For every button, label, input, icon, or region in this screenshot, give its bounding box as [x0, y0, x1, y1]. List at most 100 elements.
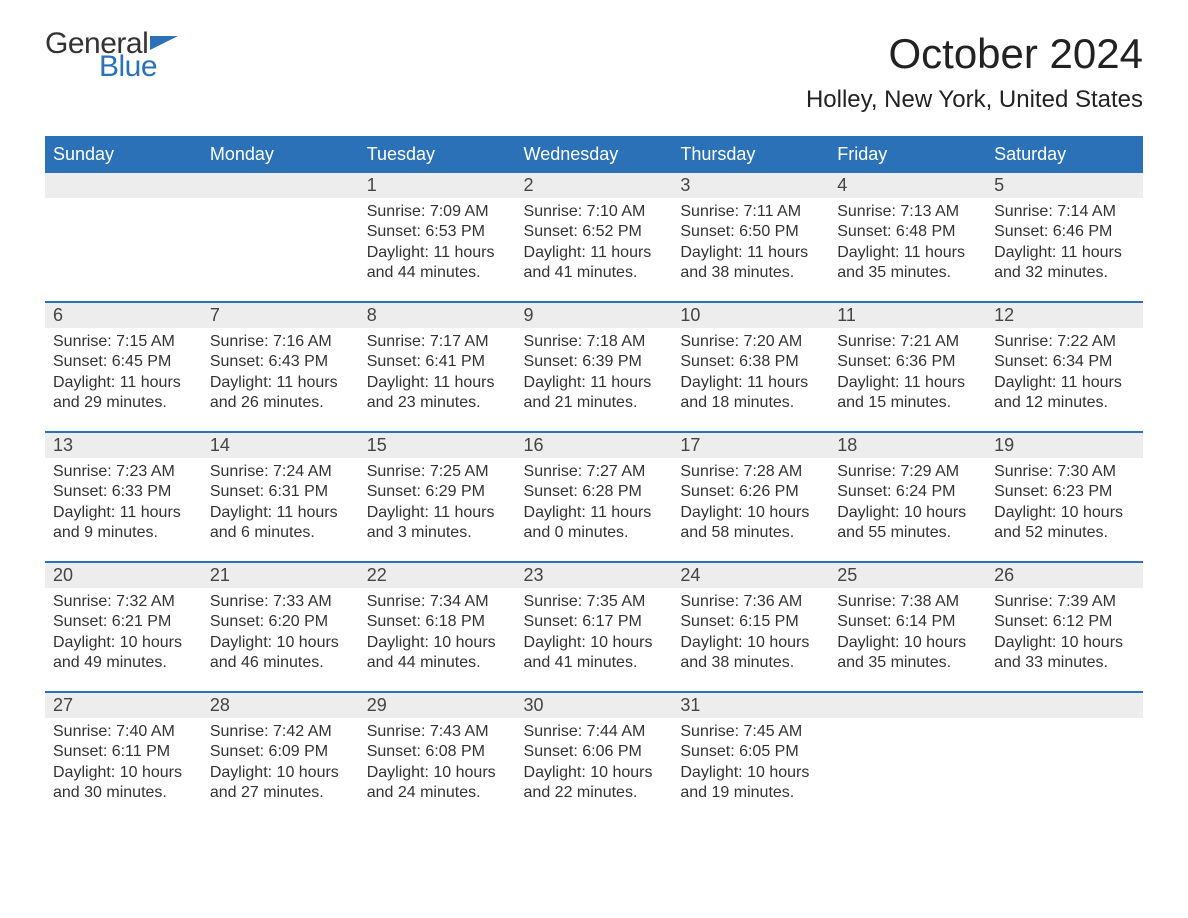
day-body-cell: Sunrise: 7:32 AMSunset: 6:21 PMDaylight:… [45, 588, 202, 692]
day-number-cell: 28 [202, 692, 359, 718]
sunset-line: Sunset: 6:11 PM [53, 742, 194, 762]
day-number-row: 2728293031 [45, 692, 1143, 718]
day-body-row: Sunrise: 7:09 AMSunset: 6:53 PMDaylight:… [45, 198, 1143, 302]
sunset-line: Sunset: 6:21 PM [53, 612, 194, 632]
sunset-line: Sunset: 6:46 PM [994, 222, 1135, 242]
daylight-line: Daylight: 10 hours and 35 minutes. [837, 633, 978, 674]
day-number-cell: 15 [359, 432, 516, 458]
sunrise-line: Sunrise: 7:39 AM [994, 592, 1135, 612]
day-number-cell: 20 [45, 562, 202, 588]
daylight-line: Daylight: 10 hours and 49 minutes. [53, 633, 194, 674]
sunrise-line: Sunrise: 7:33 AM [210, 592, 351, 612]
sunset-line: Sunset: 6:28 PM [524, 482, 665, 502]
daylight-line: Daylight: 10 hours and 58 minutes. [680, 503, 821, 544]
sunrise-line: Sunrise: 7:16 AM [210, 332, 351, 352]
sunrise-line: Sunrise: 7:20 AM [680, 332, 821, 352]
day-number-cell: 16 [516, 432, 673, 458]
sunrise-line: Sunrise: 7:29 AM [837, 462, 978, 482]
sunset-line: Sunset: 6:15 PM [680, 612, 821, 632]
sunrise-line: Sunrise: 7:15 AM [53, 332, 194, 352]
daylight-line: Daylight: 10 hours and 22 minutes. [524, 763, 665, 804]
sunset-line: Sunset: 6:38 PM [680, 352, 821, 372]
day-number-cell: 19 [986, 432, 1143, 458]
day-number-row: 13141516171819 [45, 432, 1143, 458]
day-number-cell: 1 [359, 172, 516, 198]
day-number-cell: 21 [202, 562, 359, 588]
day-body-cell: Sunrise: 7:22 AMSunset: 6:34 PMDaylight:… [986, 328, 1143, 432]
sunrise-line: Sunrise: 7:45 AM [680, 722, 821, 742]
sunset-line: Sunset: 6:17 PM [524, 612, 665, 632]
daylight-line: Daylight: 10 hours and 52 minutes. [994, 503, 1135, 544]
sunrise-line: Sunrise: 7:42 AM [210, 722, 351, 742]
day-body-cell [829, 718, 986, 822]
day-number-cell: 10 [672, 302, 829, 328]
day-number-row: 20212223242526 [45, 562, 1143, 588]
day-number-cell: 30 [516, 692, 673, 718]
day-body-cell: Sunrise: 7:44 AMSunset: 6:06 PMDaylight:… [516, 718, 673, 822]
day-number-cell: 18 [829, 432, 986, 458]
sunset-line: Sunset: 6:26 PM [680, 482, 821, 502]
sunset-line: Sunset: 6:12 PM [994, 612, 1135, 632]
day-body-cell: Sunrise: 7:13 AMSunset: 6:48 PMDaylight:… [829, 198, 986, 302]
sunrise-line: Sunrise: 7:38 AM [837, 592, 978, 612]
day-number-cell: 5 [986, 172, 1143, 198]
sunrise-line: Sunrise: 7:44 AM [524, 722, 665, 742]
sunrise-line: Sunrise: 7:34 AM [367, 592, 508, 612]
day-body-cell: Sunrise: 7:14 AMSunset: 6:46 PMDaylight:… [986, 198, 1143, 302]
day-body-cell: Sunrise: 7:40 AMSunset: 6:11 PMDaylight:… [45, 718, 202, 822]
daylight-line: Daylight: 10 hours and 41 minutes. [524, 633, 665, 674]
day-body-cell: Sunrise: 7:25 AMSunset: 6:29 PMDaylight:… [359, 458, 516, 562]
daylight-line: Daylight: 11 hours and 12 minutes. [994, 373, 1135, 414]
daylight-line: Daylight: 11 hours and 23 minutes. [367, 373, 508, 414]
daylight-line: Daylight: 11 hours and 38 minutes. [680, 243, 821, 284]
sunrise-line: Sunrise: 7:22 AM [994, 332, 1135, 352]
daylight-line: Daylight: 11 hours and 21 minutes. [524, 373, 665, 414]
day-number-cell: 25 [829, 562, 986, 588]
daylight-line: Daylight: 10 hours and 55 minutes. [837, 503, 978, 544]
day-body-cell: Sunrise: 7:09 AMSunset: 6:53 PMDaylight:… [359, 198, 516, 302]
sunrise-line: Sunrise: 7:27 AM [524, 462, 665, 482]
sunrise-line: Sunrise: 7:32 AM [53, 592, 194, 612]
day-body-cell: Sunrise: 7:29 AMSunset: 6:24 PMDaylight:… [829, 458, 986, 562]
day-number-cell: 8 [359, 302, 516, 328]
daylight-line: Daylight: 10 hours and 44 minutes. [367, 633, 508, 674]
day-body-cell: Sunrise: 7:20 AMSunset: 6:38 PMDaylight:… [672, 328, 829, 432]
sunset-line: Sunset: 6:43 PM [210, 352, 351, 372]
sunset-line: Sunset: 6:24 PM [837, 482, 978, 502]
day-body-row: Sunrise: 7:40 AMSunset: 6:11 PMDaylight:… [45, 718, 1143, 822]
daylight-line: Daylight: 10 hours and 24 minutes. [367, 763, 508, 804]
day-body-cell: Sunrise: 7:21 AMSunset: 6:36 PMDaylight:… [829, 328, 986, 432]
day-number-cell [829, 692, 986, 718]
daylight-line: Daylight: 11 hours and 9 minutes. [53, 503, 194, 544]
day-number-cell: 11 [829, 302, 986, 328]
sunset-line: Sunset: 6:48 PM [837, 222, 978, 242]
day-body-row: Sunrise: 7:15 AMSunset: 6:45 PMDaylight:… [45, 328, 1143, 432]
day-body-row: Sunrise: 7:32 AMSunset: 6:21 PMDaylight:… [45, 588, 1143, 692]
day-number-cell: 22 [359, 562, 516, 588]
day-body-cell: Sunrise: 7:36 AMSunset: 6:15 PMDaylight:… [672, 588, 829, 692]
day-number-cell: 3 [672, 172, 829, 198]
weekday-header: Saturday [986, 137, 1143, 172]
daylight-line: Daylight: 11 hours and 6 minutes. [210, 503, 351, 544]
daylight-line: Daylight: 10 hours and 27 minutes. [210, 763, 351, 804]
day-number-cell: 27 [45, 692, 202, 718]
logo-text-2: Blue [99, 53, 178, 82]
day-body-cell: Sunrise: 7:30 AMSunset: 6:23 PMDaylight:… [986, 458, 1143, 562]
weekday-header: Tuesday [359, 137, 516, 172]
sunset-line: Sunset: 6:08 PM [367, 742, 508, 762]
day-body-cell: Sunrise: 7:38 AMSunset: 6:14 PMDaylight:… [829, 588, 986, 692]
day-body-cell [202, 198, 359, 302]
sunset-line: Sunset: 6:23 PM [994, 482, 1135, 502]
logo: General Blue [45, 30, 178, 81]
daylight-line: Daylight: 10 hours and 30 minutes. [53, 763, 194, 804]
sunrise-line: Sunrise: 7:17 AM [367, 332, 508, 352]
daylight-line: Daylight: 10 hours and 33 minutes. [994, 633, 1135, 674]
daylight-line: Daylight: 11 hours and 3 minutes. [367, 503, 508, 544]
day-body-cell: Sunrise: 7:23 AMSunset: 6:33 PMDaylight:… [45, 458, 202, 562]
sunrise-line: Sunrise: 7:24 AM [210, 462, 351, 482]
day-number-row: 12345 [45, 172, 1143, 198]
day-body-cell [45, 198, 202, 302]
sunrise-line: Sunrise: 7:13 AM [837, 202, 978, 222]
day-body-row: Sunrise: 7:23 AMSunset: 6:33 PMDaylight:… [45, 458, 1143, 562]
day-body-cell: Sunrise: 7:11 AMSunset: 6:50 PMDaylight:… [672, 198, 829, 302]
